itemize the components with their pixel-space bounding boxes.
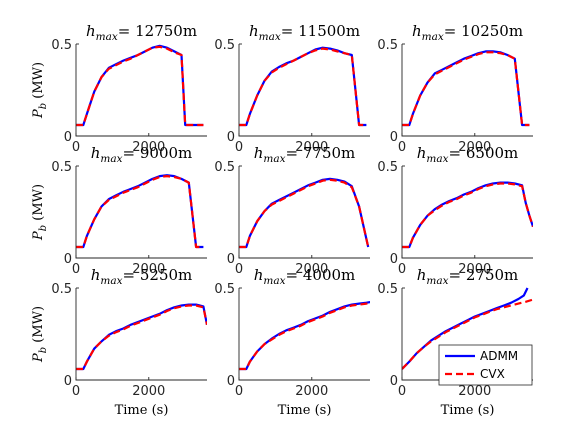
series-cvx-line xyxy=(402,182,533,249)
x-tick-label: 2000 xyxy=(458,262,491,277)
y-tick-label: 0.5 xyxy=(377,282,398,297)
y-tick-label: 0 xyxy=(64,374,72,389)
series-admm-line xyxy=(76,174,204,249)
y-tick-label: 0 xyxy=(64,252,72,267)
x-tick-label: 0 xyxy=(235,262,243,277)
panel-6: 0 2000 0 0.5 hmax= 6500m xyxy=(377,144,533,277)
axes-frame xyxy=(238,166,370,259)
x-tick-label: 0 xyxy=(398,140,406,155)
y-tick-label: 0 xyxy=(390,252,398,267)
y-axis-label: Pb (MW) xyxy=(31,184,49,241)
series-cvx-line xyxy=(76,175,204,249)
y-axis-label: Pb (MW) xyxy=(31,306,49,363)
panel-3: 0 2000 0 0.5 hmax= 10250m xyxy=(377,22,533,155)
y-tick-label: 0.5 xyxy=(51,282,72,297)
panel-title: hmax= 4000m xyxy=(254,266,356,287)
y-tick-label: 0.5 xyxy=(51,38,72,53)
panel-1: 0 2000 0 0.5 hmax= 12750m Pb (MW) xyxy=(31,22,207,155)
series-cvx-line xyxy=(402,51,530,127)
panel-7: 0 2000 0 0.5 hmax= 5250m Pb (MW) Time (s) xyxy=(31,266,207,418)
y-tick-label: 0.5 xyxy=(214,160,235,175)
series-cvx-line xyxy=(239,47,367,127)
x-tick-label: 2000 xyxy=(132,140,165,155)
x-tick-label: 0 xyxy=(398,262,406,277)
panel-8: 0 2000 0 0.5 hmax= 4000m Time (s) xyxy=(214,266,370,418)
panel-title: hmax= 10250m xyxy=(412,22,523,43)
x-tick-label: 2000 xyxy=(132,262,165,277)
series-cvx-line xyxy=(76,45,204,127)
x-tick-label: 2000 xyxy=(295,384,328,399)
y-tick-label: 0.5 xyxy=(214,38,235,53)
series-cvx-line xyxy=(76,304,207,371)
panel-title: hmax= 5250m xyxy=(91,266,193,287)
panel-title: hmax= 12750m xyxy=(86,22,197,43)
x-tick-label: 0 xyxy=(235,140,243,155)
x-tick-label: 0 xyxy=(398,384,406,399)
panel-2: 0 2000 0 0.5 hmax= 11500m xyxy=(214,22,370,155)
panel-title: hmax= 9000m xyxy=(91,144,193,165)
panel-9: 0 2000 0 0.5 hmax= 2750m Time (s) ADMM CVX xyxy=(377,266,533,418)
series-admm-line xyxy=(239,300,370,371)
y-tick-label: 0 xyxy=(227,252,235,267)
panel-title: hmax= 11500m xyxy=(249,22,360,43)
legend-admm-label: ADMM xyxy=(480,349,518,363)
y-tick-label: 0.5 xyxy=(51,160,72,175)
series-admm-line xyxy=(239,46,367,127)
y-tick-label: 0 xyxy=(390,374,398,389)
x-tick-label: 2000 xyxy=(295,140,328,155)
legend-cvx-label: CVX xyxy=(480,367,505,381)
y-axis-label: Pb (MW) xyxy=(31,62,49,119)
legend-box xyxy=(438,344,533,386)
panel-title: hmax= 7750m xyxy=(254,144,356,165)
panel-4: 0 2000 0 0.5 hmax= 9000m Pb (MW) xyxy=(31,144,207,277)
series-cvx-line xyxy=(239,301,370,371)
x-axis-label: Time (s) xyxy=(115,403,169,418)
legend: ADMM CVX xyxy=(438,344,533,386)
series-admm-line xyxy=(402,181,533,249)
axes-frame xyxy=(75,288,207,381)
x-tick-label: 0 xyxy=(72,140,80,155)
axes-frame xyxy=(401,166,533,259)
y-tick-label: 0 xyxy=(227,374,235,389)
x-tick-label: 2000 xyxy=(132,384,165,399)
series-cvx-line xyxy=(239,178,370,249)
series-admm-line xyxy=(76,44,204,127)
panel-title: hmax= 2750m xyxy=(417,266,519,287)
y-tick-label: 0.5 xyxy=(377,160,398,175)
axes-frame xyxy=(75,166,207,259)
x-tick-label: 2000 xyxy=(295,262,328,277)
series-cvx-line xyxy=(402,298,533,370)
y-tick-label: 0 xyxy=(390,130,398,145)
series-admm-line xyxy=(76,303,207,371)
x-axis-label: Time (s) xyxy=(441,403,495,418)
x-tick-label: 0 xyxy=(72,262,80,277)
axes-frame xyxy=(238,288,370,381)
y-tick-label: 0 xyxy=(227,130,235,145)
x-axis-label: Time (s) xyxy=(278,403,332,418)
x-tick-label: 0 xyxy=(235,384,243,399)
x-tick-label: 2000 xyxy=(458,384,491,399)
x-tick-label: 2000 xyxy=(458,140,491,155)
axes-frame xyxy=(238,44,370,137)
y-tick-label: 0.5 xyxy=(377,38,398,53)
series-admm-line xyxy=(402,50,530,127)
panel-title: hmax= 6500m xyxy=(417,144,519,165)
y-tick-label: 0.5 xyxy=(214,282,235,297)
x-tick-label: 0 xyxy=(72,384,80,399)
y-tick-label: 0 xyxy=(64,130,72,145)
panel-5: 0 2000 0 0.5 hmax= 7750m xyxy=(214,144,370,277)
